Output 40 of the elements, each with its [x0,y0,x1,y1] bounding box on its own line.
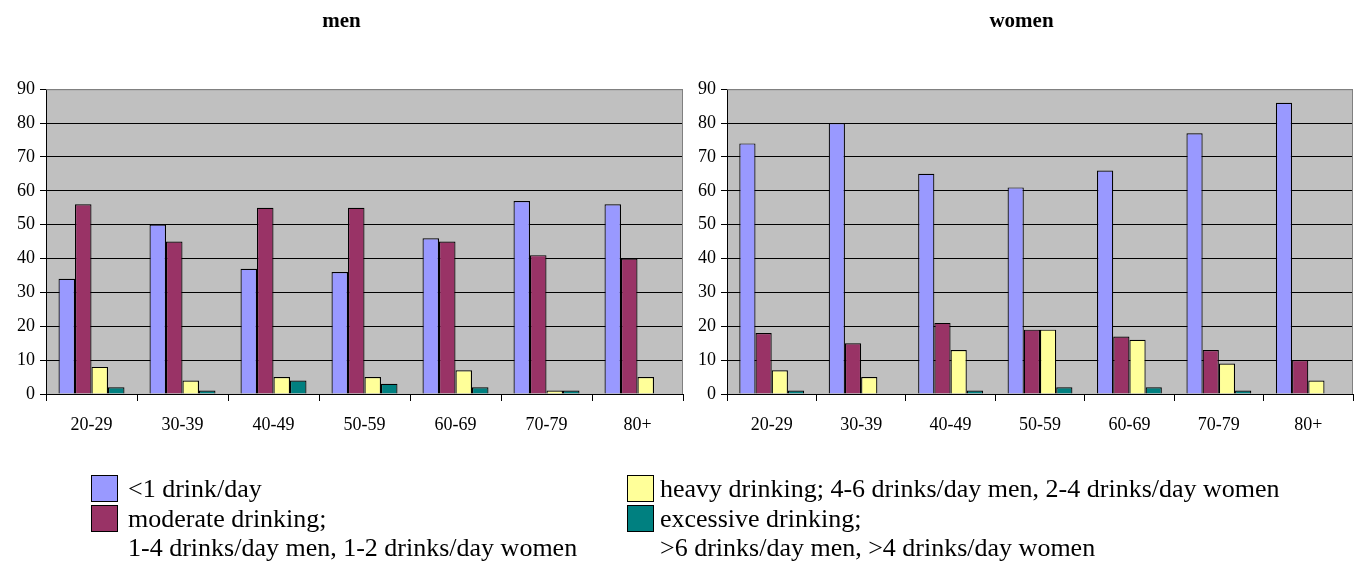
y-tick-label: 80 [698,111,716,132]
chart-title: men [322,8,362,33]
y-tick-label: 10 [698,348,716,369]
legend-label: heavy drinking; 4-6 drinks/day men, 2-4 drinks/day women [660,474,1280,503]
x-tick-label: 70-79 [525,413,568,434]
x-tick-label: 70-79 [1197,413,1240,434]
y-tick-label: 90 [17,77,35,98]
x-tick-label: 80+ [1294,413,1323,434]
x-tick-label: 60-69 [434,413,477,434]
x-tick-label: 60-69 [1108,413,1151,434]
x-tick-label: 30-39 [840,413,883,434]
x-tick-label: 30-39 [161,413,204,434]
x-tick-label: 50-59 [343,413,386,434]
y-tick-label: 0 [707,382,716,403]
chart-title: women [989,8,1054,33]
legend-label: excessive drinking; >6 drinks/day men, >4 drinks/day women [660,504,1096,562]
x-tick-label: 20-29 [750,413,793,434]
y-tick-label: 30 [698,281,716,302]
y-tick-label: 90 [698,77,716,98]
x-tick-label: 80+ [623,413,652,434]
y-tick-label: 70 [698,145,716,166]
x-tick-label: 50-59 [1019,413,1061,434]
y-tick-label: 40 [698,247,716,268]
x-tick-label: 40-49 [252,413,295,434]
y-tick-label: 20 [17,315,35,335]
x-tick-label: 40-49 [929,413,972,434]
legend-label: moderate drinking; 1-4 drinks/day men, 1-2 drinks/day women [128,504,578,562]
y-tick-label: 60 [698,179,716,200]
y-tick-label: 50 [17,213,35,234]
y-tick-label: 0 [26,382,35,403]
y-tick-label: 80 [17,111,35,132]
x-tick-label: 20-29 [70,413,113,434]
y-tick-label: 60 [17,179,35,200]
y-tick-label: 70 [17,145,35,166]
legend-label: <1 drink/day [128,474,262,503]
y-tick-label: 30 [17,281,35,302]
y-tick-label: 10 [17,348,35,369]
y-tick-label: 40 [17,247,35,268]
y-tick-label: 50 [698,213,716,234]
y-tick-label: 20 [698,315,716,335]
